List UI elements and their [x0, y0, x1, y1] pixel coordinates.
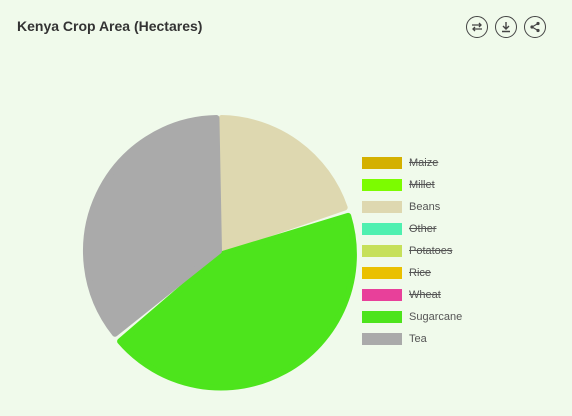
legend-item-beans[interactable]: Beans [362, 196, 462, 218]
legend-swatch [362, 201, 402, 213]
legend-label: Tea [409, 333, 427, 345]
legend-item-rice[interactable]: Rice [362, 262, 462, 284]
share-icon[interactable] [524, 16, 546, 38]
legend-item-maize[interactable]: Maize [362, 152, 462, 174]
legend-item-sugarcane[interactable]: Sugarcane [362, 306, 462, 328]
legend-swatch [362, 267, 402, 279]
legend-label: Rice [409, 267, 432, 279]
legend-swatch [362, 289, 402, 301]
legend-swatch [362, 179, 402, 191]
legend-item-wheat[interactable]: Wheat [362, 284, 462, 306]
legend-item-millet[interactable]: Millet [362, 174, 462, 196]
legend-swatch [362, 333, 402, 345]
chart-title: Kenya Crop Area (Hectares) [17, 18, 203, 34]
legend-swatch [362, 245, 402, 257]
legend-swatch [362, 157, 402, 169]
legend-item-tea[interactable]: Tea [362, 328, 462, 350]
legend-label: Sugarcane [409, 311, 463, 323]
legend-label: Beans [409, 201, 441, 213]
pie-slice-sugarcane[interactable] [117, 212, 357, 391]
pie-slice-tea[interactable] [83, 115, 222, 337]
legend-item-other[interactable]: Other [362, 218, 462, 240]
legend-swatch [362, 311, 402, 323]
legend-item-potatoes[interactable]: Potatoes [362, 240, 462, 262]
swap-icon[interactable] [466, 16, 488, 38]
legend-label: Other [409, 223, 437, 235]
legend-label: Millet [409, 179, 435, 191]
legend-label: Maize [409, 157, 439, 169]
legend-swatch [362, 223, 402, 235]
pie-slice-beans[interactable] [216, 115, 348, 254]
chart-toolbar [466, 16, 546, 38]
download-icon[interactable] [495, 16, 517, 38]
chart-legend: Maize Millet Beans Other Potatoes Rice Wheat Su… [362, 152, 462, 350]
legend-label: Wheat [409, 289, 441, 301]
legend-label: Potatoes [409, 245, 453, 257]
